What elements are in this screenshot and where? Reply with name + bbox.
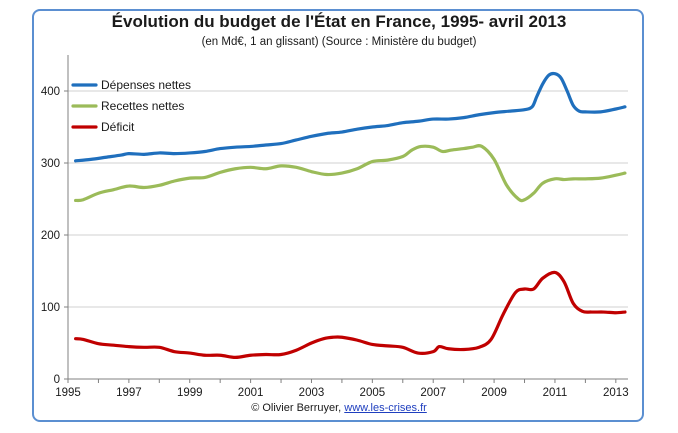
x-tick-label-1997: 1997 <box>116 387 142 399</box>
credit-author: © Olivier Berruyer, <box>251 402 345 414</box>
axes: 0 100 200 300 400 1995 1997 1999 2001 2003 2005 200… <box>41 55 629 399</box>
legend: Dépenses nettes Recettes nettes Déficit <box>71 78 191 134</box>
chart-subtitle: (en Md€, 1 an glissant) (Source : Minist… <box>201 36 477 48</box>
x-tick-label-2003: 2003 <box>299 387 325 399</box>
chart-title: Évolution du budget de l'État en France,… <box>111 12 567 31</box>
legend-label-deficit: Déficit <box>101 120 135 134</box>
gridlines <box>68 90 628 308</box>
x-tick-label-1999: 1999 <box>177 387 203 399</box>
legend-label-recettes-nettes: Recettes nettes <box>101 99 184 113</box>
series-line-recettes-nettes <box>74 144 627 203</box>
x-tick-label-2009: 2009 <box>481 387 507 399</box>
series-line-deficit <box>74 270 627 359</box>
x-tick-label-2011: 2011 <box>543 387 568 399</box>
x-tick-label-2013: 2013 <box>603 387 629 399</box>
credit-line: © Olivier Berruyer, www.les-crises.fr <box>0 402 678 414</box>
x-tick-label-1995: 1995 <box>55 387 81 399</box>
series-line-depenses-nettes <box>74 71 627 163</box>
x-tick-label-2005: 2005 <box>360 387 386 399</box>
y-tick-label-200: 200 <box>41 230 60 242</box>
y-tick-label-100: 100 <box>41 302 60 314</box>
y-tick-label-300: 300 <box>41 158 60 170</box>
x-tick-label-2007: 2007 <box>420 387 446 399</box>
chart-frame <box>32 9 644 422</box>
y-tick-label-0: 0 <box>54 374 60 386</box>
credit-link[interactable]: www.les-crises.fr <box>344 402 427 414</box>
legend-label-depenses-nettes: Dépenses nettes <box>101 78 191 92</box>
series-lines <box>74 71 627 359</box>
x-tick-label-2001: 2001 <box>238 387 264 399</box>
y-tick-label-400: 400 <box>41 86 60 98</box>
